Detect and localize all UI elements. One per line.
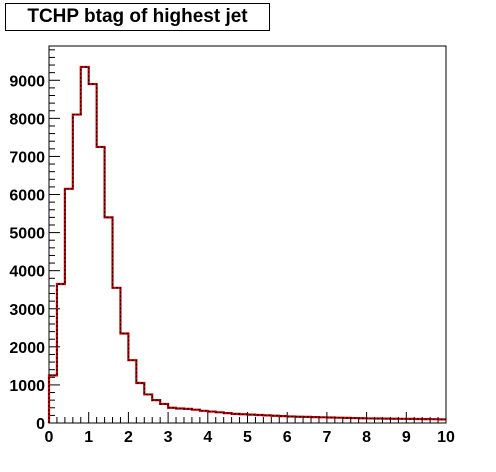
x-tick-label: 2 [124, 429, 133, 446]
y-tick-label: 5000 [9, 226, 45, 243]
x-tick-label: 5 [243, 429, 252, 446]
y-tick-label: 1000 [9, 378, 45, 395]
x-tick-label: 4 [203, 429, 212, 446]
x-tick-label: 3 [164, 429, 173, 446]
y-tick-label: 0 [36, 416, 45, 433]
y-tick-label: 4000 [9, 264, 45, 281]
x-tick-label: 10 [437, 429, 455, 446]
x-tick-label: 8 [362, 429, 371, 446]
series-line-solid [47, 65, 446, 423]
plot-frame [48, 45, 447, 424]
x-tick-label: 9 [402, 429, 411, 446]
axis-ticks [48, 49, 447, 424]
y-tick-labels: 0 1000 2000 3000 4000 5000 6000 7000 8000 9000 [9, 73, 45, 433]
x-tick-label: 7 [322, 429, 331, 446]
chart-title: TCHP btag of highest jet [5, 3, 270, 31]
y-tick-label: 3000 [9, 302, 45, 319]
x-tick-label: 0 [45, 429, 54, 446]
series-group [47, 65, 446, 423]
x-tick-label: 1 [84, 429, 93, 446]
series-line-dotted [48, 66, 446, 423]
x-tick-label: 6 [283, 429, 292, 446]
y-tick-label: 6000 [9, 188, 45, 205]
y-tick-label: 9000 [9, 73, 45, 90]
x-tick-labels: 0 1 2 3 4 5 6 7 8 9 10 [45, 429, 455, 446]
y-tick-label: 2000 [9, 340, 45, 357]
y-tick-label: 8000 [9, 111, 45, 128]
y-tick-label: 7000 [9, 149, 45, 166]
